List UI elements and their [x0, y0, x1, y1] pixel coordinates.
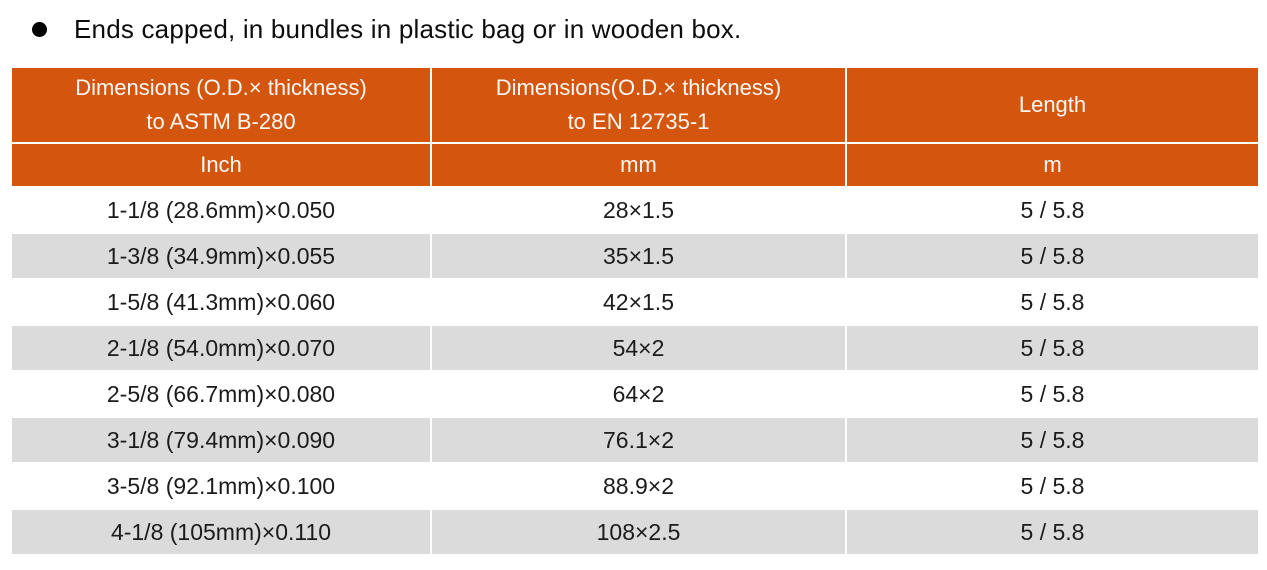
header-en-line2: to EN 12735-1: [567, 109, 710, 134]
header-astm-line2: to ASTM B-280: [146, 109, 296, 134]
unit-cell-m: m: [845, 142, 1260, 188]
table-cell: 42×1.5: [430, 278, 847, 326]
table-cell: 88.9×2: [430, 462, 847, 510]
table-cell: 64×2: [430, 370, 847, 418]
table-cell: 5 / 5.8: [845, 416, 1260, 464]
table-cell: 5 / 5.8: [845, 278, 1260, 326]
table-cell: 76.1×2: [430, 416, 847, 464]
dimensions-table: Dimensions (O.D.× thickness) to ASTM B-2…: [10, 66, 1260, 556]
table-cell: 108×2.5: [430, 508, 847, 556]
table-row: 1-1/8 (28.6mm)×0.050 28×1.5 5 / 5.8: [10, 186, 1260, 234]
table-cell: 35×1.5: [430, 232, 847, 280]
table-row: 2-5/8 (66.7mm)×0.080 64×2 5 / 5.8: [10, 370, 1260, 418]
table-cell: 2-5/8 (66.7mm)×0.080: [10, 370, 432, 418]
table-cell: 2-1/8 (54.0mm)×0.070: [10, 324, 432, 372]
header-row-main: Dimensions (O.D.× thickness) to ASTM B-2…: [10, 66, 1260, 144]
table-row: 4-1/8 (105mm)×0.110 108×2.5 5 / 5.8: [10, 508, 1260, 556]
table-row: 3-1/8 (79.4mm)×0.090 76.1×2 5 / 5.8: [10, 416, 1260, 464]
table-cell: 3-1/8 (79.4mm)×0.090: [10, 416, 432, 464]
table-cell: 5 / 5.8: [845, 462, 1260, 510]
table-cell: 5 / 5.8: [845, 324, 1260, 372]
bullet-text: Ends capped, in bundles in plastic bag o…: [74, 14, 742, 44]
table-cell: 54×2: [430, 324, 847, 372]
table-cell: 5 / 5.8: [845, 370, 1260, 418]
table-row: 1-3/8 (34.9mm)×0.055 35×1.5 5 / 5.8: [10, 232, 1260, 280]
unit-cell-inch: Inch: [10, 142, 432, 188]
bullet-icon: [32, 22, 47, 37]
table-cell: 3-5/8 (92.1mm)×0.100: [10, 462, 432, 510]
unit-cell-mm: mm: [430, 142, 847, 188]
header-cell-en: Dimensions(O.D.× thickness) to EN 12735-…: [430, 66, 847, 144]
table-cell: 5 / 5.8: [845, 186, 1260, 234]
table-cell: 28×1.5: [430, 186, 847, 234]
header-astm-line1: Dimensions (O.D.× thickness): [75, 75, 367, 100]
table-cell: 4-1/8 (105mm)×0.110: [10, 508, 432, 556]
table-cell: 1-1/8 (28.6mm)×0.050: [10, 186, 432, 234]
table-row: 1-5/8 (41.3mm)×0.060 42×1.5 5 / 5.8: [10, 278, 1260, 326]
table-header: Dimensions (O.D.× thickness) to ASTM B-2…: [10, 66, 1260, 188]
header-en-line1: Dimensions(O.D.× thickness): [495, 75, 782, 100]
header-cell-length: Length: [845, 66, 1260, 144]
header-cell-astm: Dimensions (O.D.× thickness) to ASTM B-2…: [10, 66, 432, 144]
table-row: 2-1/8 (54.0mm)×0.070 54×2 5 / 5.8: [10, 324, 1260, 372]
table-cell: 5 / 5.8: [845, 508, 1260, 556]
bullet-list-item: Ends capped, in bundles in plastic bag o…: [0, 0, 1267, 45]
table-cell: 1-3/8 (34.9mm)×0.055: [10, 232, 432, 280]
table-body: 1-1/8 (28.6mm)×0.050 28×1.5 5 / 5.8 1-3/…: [10, 186, 1260, 556]
table-cell: 1-5/8 (41.3mm)×0.060: [10, 278, 432, 326]
header-row-units: Inch mm m: [10, 142, 1260, 188]
table-cell: 5 / 5.8: [845, 232, 1260, 280]
table-row: 3-5/8 (92.1mm)×0.100 88.9×2 5 / 5.8: [10, 462, 1260, 510]
